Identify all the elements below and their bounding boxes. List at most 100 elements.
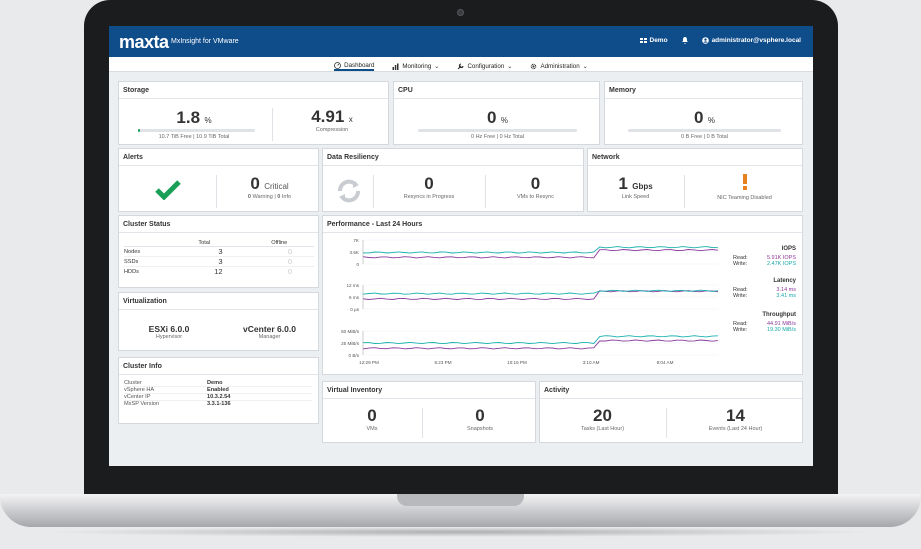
cluster-info-table: Cluster Demo vSphere HA Enabled vCenter IP…: [124, 380, 312, 407]
storage-percent: 1.8: [176, 108, 201, 127]
throughput-tick-label: 25 MiB/s: [341, 341, 360, 346]
snapshots-label: Snapshots: [467, 426, 493, 432]
link-speed-label: Link Speed: [621, 194, 650, 200]
check-icon: [155, 180, 181, 200]
iops-read-label: Read:: [733, 255, 748, 261]
virtual-inventory-card: Virtual Inventory 0 VMs 0 Snapshots: [322, 381, 536, 443]
row-offline: 0: [287, 267, 292, 276]
cluster-menu[interactable]: Demo: [639, 37, 668, 44]
resiliency-card: Data Resiliency 0 Resyncs in Progress 0 …: [322, 148, 584, 212]
laptop-notch: [397, 494, 524, 506]
storage-unit: %: [204, 116, 212, 125]
row-total: 3: [218, 257, 223, 266]
x-tick-label: 3:10 AM: [583, 360, 600, 365]
table-row: MxSP Version 3.3.1-136: [124, 401, 312, 407]
tab-monitoring-label: Monitoring: [402, 62, 432, 70]
cluster-status-table: Total Offline Nodes 3 0 SSDs 3 0 HDDs 12…: [124, 240, 314, 276]
divider: [684, 175, 685, 208]
compression-ratio: 4.91: [311, 107, 345, 126]
app-screen: maxta MxInsight for VMware Demo administ…: [109, 26, 813, 466]
cluster-info-title: Cluster Info: [119, 358, 318, 375]
throughput-read-label: Read:: [733, 321, 748, 327]
latency-legend-title: Latency: [773, 278, 796, 284]
x-tick-label: 5:23 PM: [434, 360, 451, 365]
snapshots-count: 0: [475, 406, 485, 425]
vms-to-resync-count: 0: [530, 174, 541, 193]
chevron-down-icon: ⌄: [434, 62, 440, 70]
iops-tick-label: 3.5K: [350, 250, 360, 255]
cpu-percent: 0: [486, 108, 497, 127]
grid-icon: [639, 37, 647, 43]
resyncs-count: 0: [424, 174, 434, 193]
alerts-card: Alerts 0 Critical 0 Warning | 0 Info: [118, 148, 319, 212]
table-row: SSDs 3 0: [124, 257, 314, 267]
iops-tick-label: 0: [356, 262, 359, 267]
tasks-label: Tasks (Last Hour): [580, 426, 625, 432]
compression-unit: x: [348, 115, 353, 124]
manager-label: Manager: [258, 334, 281, 340]
bell-icon: [681, 37, 688, 44]
chevron-down-icon: ⌄: [582, 62, 588, 70]
virtualization-title: Virtualization: [119, 293, 318, 310]
performance-chart: 7K 3.5K 0 12 ms 6 ms 0 µs 50 MiB/s 25 MiB/s 0 B/…: [341, 238, 719, 365]
divider: [272, 108, 273, 141]
throughput-write-label: Write:: [733, 327, 748, 333]
cluster-menu-label: Demo: [649, 37, 668, 44]
x-tick-label: 12:29 PM: [359, 360, 379, 365]
cluster-info-card: Cluster Info Cluster Demo vSphere HA Enabl…: [118, 357, 319, 424]
warning-exclamation-icon: [742, 174, 747, 190]
latency-read-value: 3.14 ms: [776, 287, 796, 293]
row-name: Nodes: [124, 248, 141, 255]
x-tick-label: 10:16 PM: [507, 360, 527, 365]
warning-count: 0: [247, 194, 251, 200]
row-name: HDDs: [124, 268, 139, 275]
row-offline: 0: [287, 257, 292, 266]
storage-usage-bar: [138, 129, 255, 132]
link-speed-value: 1: [618, 174, 628, 193]
latency-write-label: Write:: [733, 293, 748, 299]
vms-label: VMs: [366, 426, 378, 432]
tab-configuration[interactable]: Configuration ⌄: [457, 57, 512, 71]
account-label: administrator@vsphere.local: [711, 37, 801, 44]
iops-tick-label: 7K: [353, 238, 360, 243]
tab-administration-label: Administration: [540, 62, 580, 70]
app-name: MxInsight for VMware: [171, 38, 239, 45]
table-row: vCenter IP 10.3.2.54: [124, 394, 312, 401]
latency-read-label: Read:: [733, 287, 748, 293]
tasks-count: 20: [593, 406, 612, 425]
tab-dashboard-label: Dashboard: [344, 61, 375, 69]
divider: [666, 408, 667, 438]
chevron-down-icon: ⌄: [507, 62, 513, 70]
memory-usage-bar: [628, 129, 781, 132]
dashboard-icon: [334, 61, 342, 69]
notifications-button[interactable]: [681, 37, 688, 44]
row-offline: 0: [287, 247, 292, 256]
network-title: Network: [588, 149, 802, 166]
chart-icon: [392, 63, 399, 70]
account-menu[interactable]: administrator@vsphere.local: [701, 37, 801, 44]
network-card: Network 1 Gbps Link Speed NIC Teaming Di…: [587, 148, 803, 212]
info-value: 3.3.1-136: [207, 401, 231, 407]
performance-card: Performance - Last 24 Hours 7K 3.5K 0 12 ms…: [322, 215, 803, 375]
nic-teaming-label: NIC Teaming Disabled: [717, 195, 772, 201]
throughput-read-value: 44.91 MiB/s: [766, 321, 796, 327]
cpu-capacity: 0 Hz Free | 0 Hz Total: [471, 134, 524, 140]
divider: [485, 175, 486, 208]
info-key: Cluster: [124, 380, 142, 386]
top-bar: maxta MxInsight for VMware Demo administ…: [109, 26, 813, 57]
info-key: vCenter IP: [124, 394, 151, 400]
tab-dashboard[interactable]: Dashboard: [334, 57, 375, 71]
latency-read-series: [362, 290, 719, 300]
cpu-card: CPU 0 % 0 Hz Free | 0 Hz Total: [393, 81, 600, 145]
col-total-header: Total: [198, 240, 211, 246]
warning-label: Warning: [252, 194, 273, 200]
table-row: Nodes 3 0: [124, 247, 314, 257]
vms-count: 0: [367, 406, 377, 425]
link-speed-unit: Gbps: [632, 182, 653, 191]
info-label: Info: [281, 194, 292, 200]
tab-monitoring[interactable]: Monitoring ⌄: [392, 57, 439, 71]
tab-administration[interactable]: Administration ⌄: [530, 57, 588, 71]
storage-card: Storage 1.8 % 10.7 TiB Free | 10.9 TiB T…: [118, 81, 389, 145]
cluster-status-title: Cluster Status: [119, 216, 318, 233]
divider: [373, 175, 374, 208]
